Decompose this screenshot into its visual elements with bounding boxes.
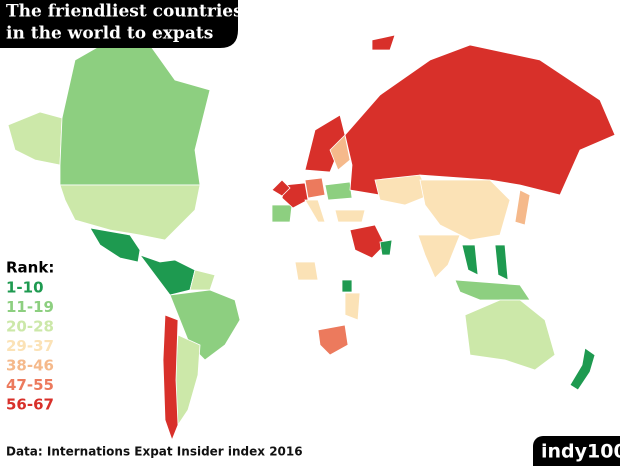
title-box	[0, 0, 238, 48]
country-region	[417, 234, 461, 279]
logo: indy100	[541, 441, 620, 463]
country-region	[341, 279, 353, 293]
legend-label: Rank:	[6, 259, 54, 277]
legend-item: 29-37	[6, 337, 54, 355]
country-region	[569, 347, 596, 391]
country-region	[419, 179, 511, 241]
country-region	[464, 299, 556, 371]
country-region	[162, 314, 179, 442]
country-region	[59, 39, 211, 186]
country-region	[514, 189, 531, 226]
country-region	[304, 177, 326, 199]
country-region	[138, 254, 196, 296]
legend-item: 11-19	[6, 298, 54, 316]
country-region	[169, 289, 241, 361]
country-region	[7, 111, 63, 166]
legend-item: 20-28	[6, 318, 54, 336]
country-region	[344, 292, 361, 321]
logo-box	[533, 436, 620, 466]
country-region	[371, 34, 396, 51]
legend-item: 56-67	[6, 396, 54, 414]
country-region	[59, 184, 201, 241]
country-region	[461, 244, 479, 276]
country-region	[334, 209, 366, 223]
source: Data: Internations Expat Insider index 2…	[6, 445, 303, 459]
country-region	[317, 324, 349, 356]
country-region	[271, 204, 293, 223]
title: The friendliest countries	[6, 2, 243, 22]
country-region	[294, 261, 319, 281]
title: in the world to expats	[6, 24, 213, 44]
legend-item: 1-10	[6, 279, 44, 297]
country-region	[344, 44, 616, 196]
country-region	[379, 239, 393, 256]
world-map	[7, 34, 616, 442]
country-region	[374, 174, 431, 206]
country-region	[454, 279, 531, 301]
country-region	[174, 334, 201, 427]
country-region	[494, 244, 509, 281]
country-region	[329, 134, 351, 171]
country-region	[271, 179, 291, 197]
country-region	[324, 181, 353, 201]
country-region	[304, 199, 326, 223]
country-region	[349, 224, 386, 259]
legend-item: 47-55	[6, 376, 54, 394]
legend-item: 38-46	[6, 357, 54, 375]
country-region	[89, 227, 141, 263]
